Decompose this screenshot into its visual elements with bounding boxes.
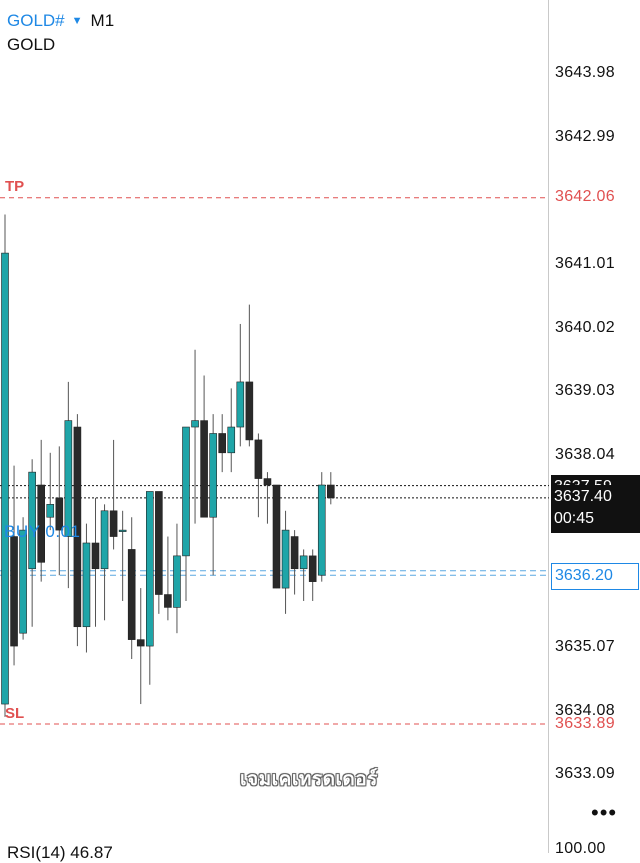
- watermark-text: เจมเคเทรดเดอร์: [240, 769, 378, 790]
- candle-body: [200, 420, 208, 518]
- candle-body: [46, 504, 55, 518]
- candle-body: [326, 484, 335, 499]
- candle-body: [146, 491, 154, 647]
- chart-area[interactable]: GOLD# ▼ M1 GOLD TP SL BUY 0.01 เจมเคเทรด…: [0, 0, 549, 862]
- candle-body: [10, 536, 18, 647]
- candle-body: [299, 555, 308, 570]
- candle-body: [64, 420, 73, 537]
- tp-price-label[interactable]: 3642.06: [555, 188, 615, 205]
- candle-body: [73, 426, 82, 628]
- candle-body: [254, 439, 263, 479]
- candle-body: [191, 420, 199, 428]
- symbol-name[interactable]: GOLD#: [7, 11, 65, 30]
- timeframe-label[interactable]: M1: [90, 11, 115, 30]
- candle-body: [28, 471, 36, 570]
- candle-body: [317, 484, 326, 576]
- candle-body: [37, 484, 46, 563]
- tp-line-tag[interactable]: TP: [5, 178, 25, 195]
- candle-body: [272, 484, 281, 589]
- dropdown-triangle-icon[interactable]: ▼: [71, 15, 83, 27]
- candle-body: [236, 381, 245, 428]
- candle-body: [308, 555, 317, 582]
- candle-body: [209, 433, 217, 518]
- candle-body: [227, 426, 236, 454]
- candle-body: [19, 529, 27, 634]
- price-axis-label: 3639.03: [555, 382, 615, 399]
- candle-body: [136, 639, 145, 647]
- candle-body: [290, 536, 299, 570]
- candle-body: [263, 478, 272, 486]
- candle-body: [1, 252, 9, 705]
- candle-body: [118, 529, 127, 532]
- price-axis-label: 3642.99: [555, 128, 615, 145]
- candle-body: [100, 510, 109, 570]
- candle-body: [155, 491, 163, 595]
- price-axis-label: 3635.07: [555, 638, 615, 655]
- symbol-selector[interactable]: GOLD# ▼ M1: [7, 11, 114, 31]
- candle-body: [127, 549, 136, 640]
- sl-line-tag[interactable]: SL: [5, 705, 25, 722]
- candle-body: [164, 594, 172, 608]
- candle-body: [55, 497, 64, 531]
- candle-body: [218, 433, 226, 454]
- price-axis-label: 3640.02: [555, 319, 615, 336]
- candle-body: [82, 542, 91, 628]
- candle-body: [245, 381, 254, 441]
- buy-position-tag[interactable]: BUY 0.01: [4, 522, 81, 541]
- candle-body: [109, 510, 118, 537]
- price-axis-label: 100.00: [555, 840, 606, 857]
- price-axis-label: 3641.01: [555, 255, 615, 272]
- more-options-icon[interactable]: •••: [591, 800, 618, 825]
- bid-price-box: 3637.40: [551, 485, 640, 511]
- candle-body: [182, 426, 190, 557]
- rsi-indicator-label: RSI(14) 46.87: [7, 843, 113, 862]
- sl-price-label[interactable]: 3633.89: [555, 715, 615, 732]
- entry-price-box[interactable]: 3636.20: [551, 563, 639, 590]
- candle-body: [281, 529, 290, 589]
- candle-body: [173, 555, 181, 608]
- price-axis-label: 3634.08: [555, 702, 615, 719]
- candle-countdown-box: 00:45: [551, 507, 640, 533]
- symbol-description: GOLD: [7, 35, 56, 54]
- price-axis-label: 3633.09: [555, 765, 615, 782]
- candlestick-plot[interactable]: [0, 0, 549, 853]
- price-axis-label: 3643.98: [555, 64, 615, 81]
- candle-body: [91, 542, 100, 570]
- price-axis-label: 3638.04: [555, 446, 615, 463]
